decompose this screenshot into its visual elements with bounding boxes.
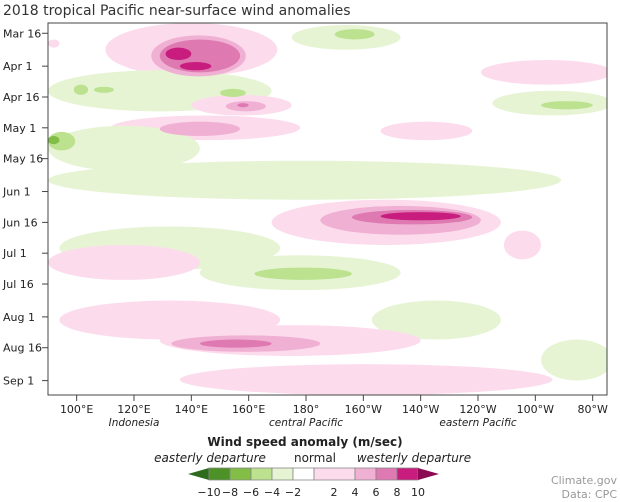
anomaly-region-20	[48, 125, 200, 171]
y-tick-label: Aug 16	[3, 342, 42, 355]
chart-title: 2018 tropical Pacific near-surface wind …	[3, 3, 351, 19]
x-tick-label: 140°E	[175, 403, 208, 416]
plot-frame	[47, 22, 608, 396]
anomaly-region-35	[371, 300, 501, 340]
anomaly-region-10	[93, 86, 114, 93]
anomaly-region-33	[254, 267, 352, 280]
anomaly-region-40	[179, 364, 553, 395]
x-tick-label: 80°W	[577, 403, 607, 416]
y-tick-label: Jun 1	[2, 186, 31, 199]
y-tick-label: Jun 16	[2, 216, 38, 229]
anomaly-region-19	[159, 121, 241, 137]
anomaly-region-23	[380, 121, 473, 141]
x-tick-label: 100°W	[517, 403, 554, 416]
anomaly-region-7	[179, 62, 212, 71]
x-tick-label: 140°W	[402, 403, 439, 416]
y-tick-label: Apr 1	[3, 60, 33, 73]
anomaly-region-3	[334, 29, 375, 40]
region-label: central Pacific	[269, 417, 343, 429]
colorbar-title: Wind speed anomaly (m/sec)	[207, 435, 402, 449]
colorbar-left-label: easterly departure	[154, 451, 266, 465]
anomaly-region-5	[159, 39, 241, 73]
y-tick-label: Apr 16	[3, 91, 40, 104]
colorbar-tick-label: 4	[352, 486, 359, 499]
anomaly-region-24	[48, 160, 562, 200]
x-tick-label: 160°W	[345, 403, 382, 416]
anomaly-region-1	[48, 39, 60, 48]
x-tick-label: 120°E	[117, 403, 150, 416]
colorbar-center-label: normal	[294, 451, 336, 465]
colorbar-tick-label: 2	[331, 486, 338, 499]
colorbar-tick-label: −8	[222, 486, 238, 499]
y-tick-label: May 16	[3, 153, 43, 166]
anomaly-region-28	[380, 212, 461, 221]
anomaly-region-12	[480, 59, 607, 85]
credit-source: Climate.gov	[551, 474, 618, 487]
colorbar-swatch	[375, 467, 398, 481]
y-tick-label: Jul 1	[2, 247, 27, 260]
x-tick-label: 100°E	[60, 403, 93, 416]
anomaly-region-9	[73, 84, 89, 95]
colorbar-swatch	[271, 467, 294, 481]
region-label: eastern Pacific	[439, 417, 516, 429]
y-tick-label: Jul 16	[2, 278, 34, 291]
colorbar-swatch	[354, 467, 377, 481]
y-tick-label: Mar 16	[3, 27, 41, 40]
colorbar-tick-label: −6	[243, 486, 259, 499]
anomaly-region-31	[503, 230, 542, 260]
region-label: Indonesia	[109, 417, 160, 429]
x-tick-label: 160°E	[232, 403, 265, 416]
anomaly-region-30	[48, 244, 200, 280]
colorbar-swatch	[208, 467, 231, 481]
anomaly-region-22	[48, 136, 60, 145]
anomaly-region-17	[237, 103, 249, 108]
colorbar-tick-label: 10	[411, 486, 425, 499]
colorbar-swatch	[250, 467, 273, 481]
colorbar-arrow-right	[418, 468, 439, 480]
x-tick-label: 180°	[293, 403, 320, 416]
colorbar-tick-label: −10	[197, 486, 220, 499]
anomaly-region-6	[165, 47, 192, 60]
y-tick-label: Sep 1	[3, 375, 34, 388]
credit-data: Data: CPC	[562, 488, 618, 501]
colorbar-arrow-left	[188, 468, 209, 480]
anomaly-region-14	[541, 101, 593, 110]
colorbar-swatch	[229, 467, 252, 481]
colorbar-swatch	[396, 467, 419, 481]
y-tick-label: Aug 1	[3, 311, 35, 324]
colorbar-tick-label: −4	[264, 486, 280, 499]
x-tick-label: 120°W	[459, 403, 496, 416]
anomaly-region-38	[199, 339, 272, 348]
y-tick-label: May 1	[3, 122, 36, 135]
anomaly-region-39	[541, 339, 607, 381]
colorbar-right-label: westerly departure	[357, 451, 471, 465]
anomaly-region-11	[220, 88, 246, 97]
colorbar-tick-label: −2	[285, 486, 301, 499]
colorbar-swatch	[292, 467, 315, 481]
colorbar-tick-label: 8	[394, 486, 401, 499]
colorbar-swatch	[313, 467, 356, 481]
colorbar-tick-label: 6	[373, 486, 380, 499]
